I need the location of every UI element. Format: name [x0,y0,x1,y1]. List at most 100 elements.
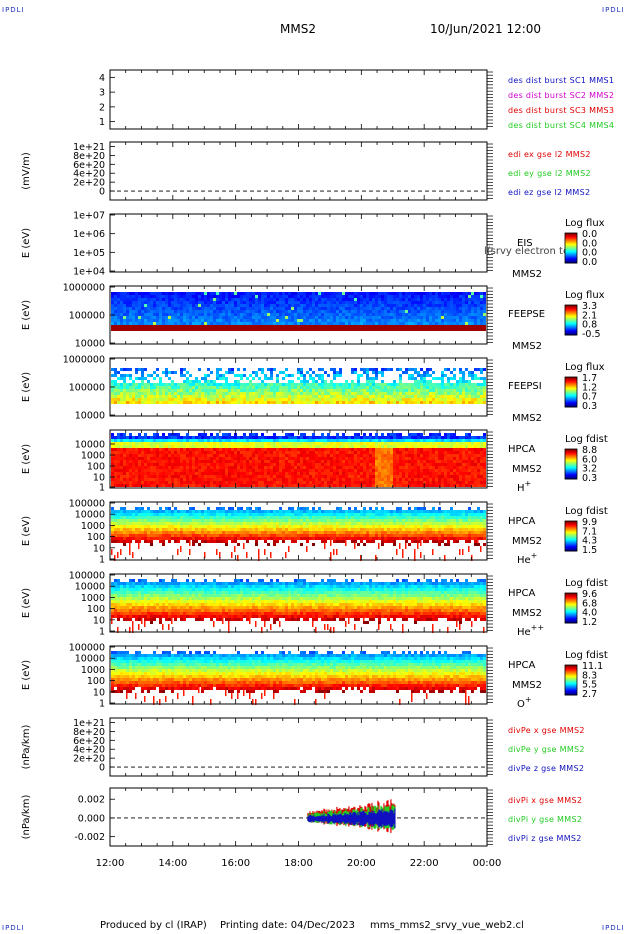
heatmap-cell [264,445,267,448]
colorbar-step [565,399,577,401]
heatmap-cell [207,298,210,301]
colorbar-step [565,394,577,396]
heatmap-cell [384,395,387,398]
heatmap-cell [381,380,384,383]
heatmap-cell [381,383,384,386]
heatmap-cell [387,295,390,298]
heatmap-cell [426,395,429,398]
heatmap-cell [189,325,192,328]
heatmap-cell [153,383,156,386]
heatmap-cell [180,292,183,295]
heatmap-cell [324,307,327,310]
heatmap-cell [243,472,246,475]
heatmap-cell [330,475,333,478]
heatmap-cell [318,454,321,457]
heatmap-cell [285,466,288,469]
heatmap-cell [249,319,252,322]
heatmap-cell [327,436,330,439]
heatmap-cell [303,466,306,469]
heatmap-cell [318,322,321,325]
heatmap-cell [138,395,141,398]
heatmap-cell [174,328,177,331]
heatmap-cell [366,389,369,392]
heatmap-cell [222,448,225,451]
heatmap-cell [174,392,177,395]
heatmap-cell [426,389,429,392]
heatmap-cell [303,319,306,322]
heatmap-cell [126,328,129,331]
heatmap-cell [183,301,186,304]
heatmap-cell [366,436,369,439]
heatmap-cell [354,454,357,457]
heatmap-cell [132,395,135,398]
heatmap-cell [165,395,168,398]
heatmap-cell [246,448,249,451]
heatmap-cell [273,401,276,404]
heatmap-cell [123,298,126,301]
heatmap-cell [171,395,174,398]
heatmap-cell [123,383,126,386]
heatmap-cell [312,322,315,325]
heatmap-cell [438,304,441,307]
heatmap-cell [237,325,240,328]
heatmap-cell [183,322,186,325]
heatmap-cell [168,392,171,395]
heatmap-cell [243,460,246,463]
heatmap-cell [321,460,324,463]
heatmap-cell [279,301,282,304]
heatmap-cell [174,436,177,439]
heatmap-cell [375,475,378,478]
colorbar-step [565,320,577,322]
heatmap-cell [438,383,441,386]
heatmap-cell [276,392,279,395]
heatmap-cell [252,469,255,472]
heatmap-cell [138,295,141,298]
heatmap-cell [114,445,117,448]
heatmap-cell [117,310,120,313]
heatmap-cell [246,295,249,298]
heatmap-cell [312,472,315,475]
heatmap-cell [255,310,258,313]
heatmap-cell [225,310,228,313]
heatmap-cell [117,401,120,404]
heatmap-cell [366,292,369,295]
heatmap-cell [117,436,120,439]
heatmap-cell [258,377,261,380]
heatmap-cell [276,389,279,392]
heatmap-cell [450,319,453,322]
heatmap-cell [159,445,162,448]
heatmap-cell [297,398,300,401]
heatmap-cell [165,292,168,295]
heatmap-cell [333,389,336,392]
heatmap-cell [177,398,180,401]
heatmap-cell [243,295,246,298]
heatmap-cell [372,322,375,325]
heatmap-cell [432,295,435,298]
heatmap-cell [471,325,474,328]
heatmap-cell [204,469,207,472]
heatmap-cell [273,433,276,436]
heatmap-cell [354,389,357,392]
heatmap-cell [201,481,204,484]
heatmap-cell [354,398,357,401]
heatmap-cell [282,436,285,439]
heatmap-cell [384,322,387,325]
heatmap-cell [390,389,393,392]
heatmap-cell [276,325,279,328]
heatmap-cell [441,383,444,386]
heatmap-cell [483,292,486,295]
heatmap-cell [267,295,270,298]
heatmap-cell [447,368,450,371]
heatmap-cell [360,389,363,392]
heatmap-cell [288,439,291,442]
colorbar-tick-label: 1.2 [582,382,597,393]
heatmap-cell [234,386,237,389]
heatmap-cell [129,377,132,380]
heatmap-cell [306,316,309,319]
heatmap-cell [462,377,465,380]
heatmap-cell [363,463,366,466]
heatmap-cell [471,322,474,325]
heatmap-cell [291,383,294,386]
heatmap-cell [309,325,312,328]
heatmap-cell [231,463,234,466]
